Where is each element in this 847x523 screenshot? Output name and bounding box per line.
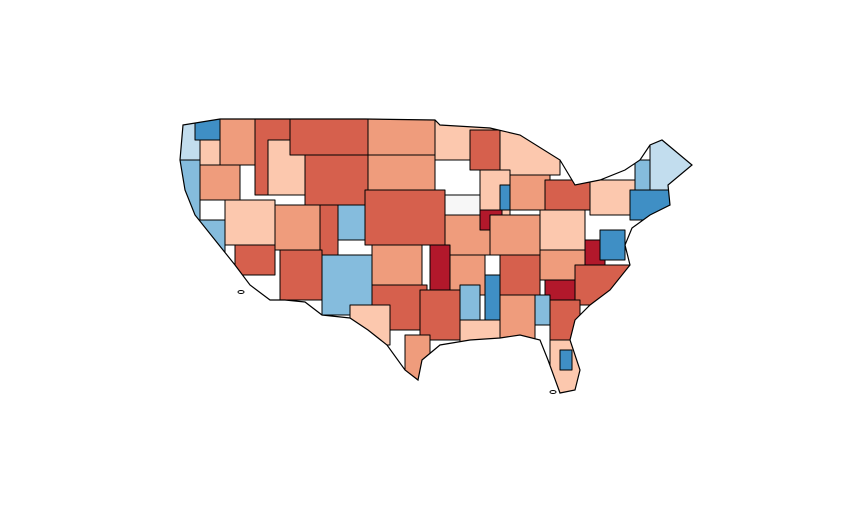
district [349, 304, 391, 346]
district [559, 349, 573, 371]
district [534, 294, 551, 326]
district [289, 119, 369, 156]
district [304, 154, 369, 206]
district [199, 164, 241, 201]
district [499, 254, 541, 296]
district [589, 179, 636, 216]
island [237, 290, 245, 294]
district [574, 264, 631, 306]
district [404, 334, 431, 386]
island [549, 390, 557, 394]
districts [180, 119, 692, 393]
district [544, 179, 591, 211]
district [224, 199, 276, 246]
district [194, 119, 221, 141]
district [484, 274, 501, 321]
district [429, 244, 451, 291]
district [599, 229, 626, 261]
district [367, 154, 436, 191]
district [499, 294, 536, 341]
district [234, 244, 276, 276]
district [219, 119, 256, 166]
district [649, 129, 692, 191]
district [371, 244, 423, 286]
district [509, 174, 551, 211]
district [489, 214, 541, 256]
district [419, 289, 461, 341]
district [364, 189, 446, 246]
district [444, 194, 481, 216]
country-outline [179, 118, 693, 394]
district [274, 204, 321, 251]
district [180, 159, 201, 221]
district [180, 219, 226, 271]
district [319, 204, 339, 256]
district [334, 204, 366, 241]
district [459, 284, 481, 321]
district [279, 249, 323, 301]
district [367, 119, 436, 156]
district [539, 209, 586, 251]
